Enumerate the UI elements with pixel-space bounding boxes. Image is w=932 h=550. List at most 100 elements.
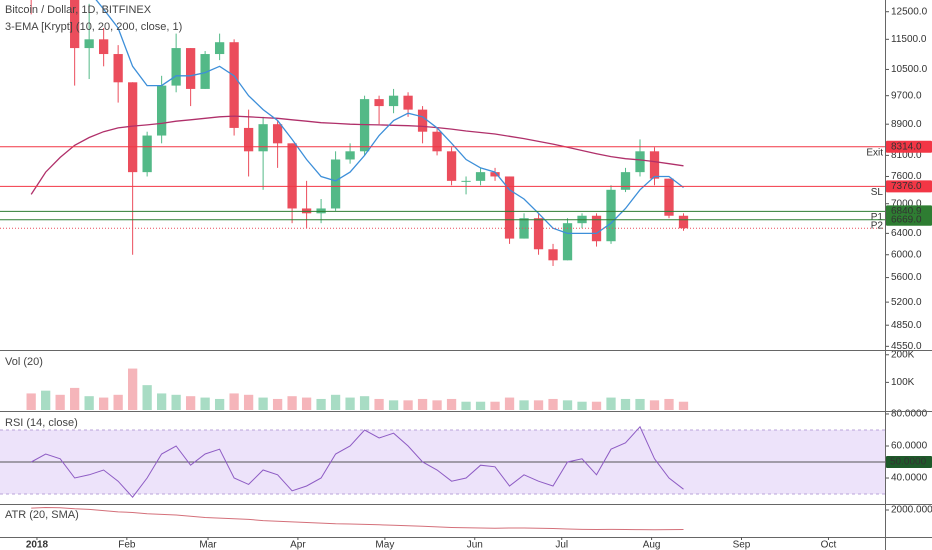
y-tick-label: 6000.0: [891, 249, 922, 260]
y-tick-label: 5600.0: [891, 272, 922, 283]
volume-bar: [156, 393, 167, 410]
volume-bar: [577, 401, 587, 410]
volume-bar: [475, 401, 486, 410]
y-tick-label: 7000.0: [891, 198, 922, 209]
x-tick-label: 2018: [26, 540, 49, 550]
volume-bar: [258, 397, 268, 410]
candle-body: [446, 151, 457, 181]
x-tick-label: Sep: [733, 540, 751, 550]
level-price-label: 6669.0: [891, 214, 922, 225]
y-tick-label: 40.0000: [891, 473, 928, 484]
x-tick-label: Apr: [290, 540, 306, 550]
candle-body: [635, 151, 645, 173]
candle-body: [519, 218, 529, 239]
x-tick-label: May: [375, 540, 394, 550]
candle-body: [548, 249, 558, 261]
volume-bar: [490, 401, 500, 410]
y-tick-label: 2000.0000: [891, 505, 932, 516]
volume-bar: [359, 396, 370, 410]
level-name: Exit: [866, 147, 883, 158]
candle-body: [461, 180, 471, 182]
mid-line-label: 50.0000: [890, 457, 927, 468]
volume-bar: [142, 385, 152, 410]
level-name: SL: [871, 187, 884, 198]
level-name: P2: [871, 220, 884, 231]
x-tick-label: Jun: [467, 540, 483, 550]
volume-bar: [41, 390, 51, 410]
candle-body: [229, 42, 239, 128]
y-tick-label: 200K: [891, 349, 915, 360]
volume-bar: [214, 398, 225, 410]
volume-bar: [113, 394, 123, 410]
y-tick-label: 5200.0: [891, 297, 922, 308]
level-name: P1: [871, 212, 884, 223]
panel-title: Vol (20): [5, 356, 43, 368]
candle-body: [113, 54, 123, 83]
mid-line-box: [886, 456, 932, 469]
volume-bar: [229, 393, 239, 410]
candle-body: [649, 151, 660, 179]
y-tick-label: 7600.0: [891, 171, 922, 182]
volume-bar: [591, 401, 602, 410]
candle-body: [388, 95, 399, 107]
candle-body: [330, 159, 341, 209]
volume-bar: [461, 401, 471, 410]
volume-bar: [635, 398, 645, 410]
y-tick-label: 4550.0: [891, 341, 922, 352]
candle-body: [417, 109, 428, 132]
candle-body: [200, 54, 210, 89]
volume-bar: [678, 401, 689, 410]
volume-bar: [374, 398, 384, 410]
y-tick-label: 10500.0: [891, 64, 928, 75]
volume-bar: [330, 394, 341, 410]
candle-body: [678, 215, 689, 229]
candle-body: [258, 124, 268, 152]
volume-bar: [200, 397, 210, 410]
indicator-line: [31, 506, 684, 531]
volume-bar: [55, 394, 65, 410]
volume-bar: [171, 394, 181, 410]
candle-body: [214, 42, 225, 55]
y-tick-label: 4850.0: [891, 320, 922, 331]
candle-body: [591, 215, 602, 242]
y-tick-label: 100K: [891, 377, 915, 388]
volume-bar: [649, 400, 660, 410]
candle-body: [142, 135, 152, 173]
volume-bar: [84, 396, 94, 410]
candle-body: [403, 95, 413, 110]
y-tick-label: 60.0000: [891, 441, 928, 452]
candle-body: [606, 189, 616, 242]
x-tick-label: Aug: [643, 540, 661, 550]
x-tick-label: Oct: [821, 540, 837, 550]
candle-body: [562, 223, 573, 261]
x-tick-label: Feb: [118, 540, 136, 550]
volume-bar: [446, 398, 457, 410]
level-price-box: [886, 213, 932, 226]
volume-bar: [432, 400, 442, 410]
indicator-line: [30, 425, 684, 498]
candles: [30, 0, 689, 266]
volume-bar: [128, 368, 138, 410]
candle-body: [99, 39, 109, 55]
candle-body: [185, 48, 196, 89]
volume-bar: [519, 400, 529, 410]
candle-body: [620, 172, 631, 190]
volume-bar: [26, 393, 36, 410]
volume-bar: [301, 397, 312, 410]
ema20-line: [95, 0, 684, 235]
volume-bar: [287, 396, 297, 410]
volume-bar: [548, 398, 558, 410]
x-tick-label: Jul: [555, 540, 568, 550]
y-tick-label: 11500.0: [891, 34, 927, 45]
volume-bar: [620, 398, 631, 410]
volume-bar: [562, 400, 573, 410]
candle-body: [345, 151, 355, 160]
volume-bar: [272, 398, 283, 410]
y-tick-label: 8100.0: [891, 150, 922, 161]
ema200-line: [30, 115, 684, 195]
volume-bar: [345, 397, 355, 410]
candle-body: [504, 176, 515, 239]
indicator-title: 3-EMA [Krypt] (10, 20, 200, close, 1): [5, 21, 182, 33]
candle-body: [243, 127, 254, 152]
